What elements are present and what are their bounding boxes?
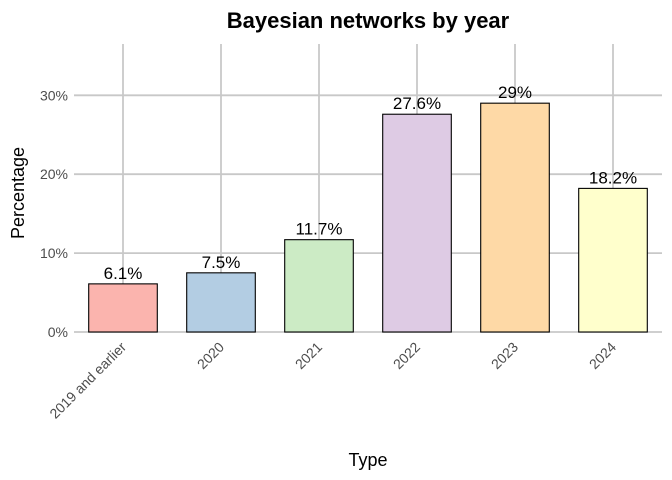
x-tick-label: 2020 [194,339,227,372]
x-tick-label: 2021 [292,339,325,372]
x-tick-label: 2019 and earlier [46,339,129,422]
bar-value-label: 29% [498,83,532,102]
y-axis-title: Percentage [8,147,28,239]
y-tick-label: 30% [40,87,68,103]
bar [88,283,158,333]
bar [284,239,354,333]
bar [480,102,550,333]
bar-value-label: 11.7% [296,220,343,239]
y-gridlines [74,94,662,333]
bar [578,187,648,333]
bars [88,102,648,333]
bar [382,113,452,333]
bar [186,272,256,333]
x-tick-label: 2023 [488,339,521,372]
bar-value-label: 6.1% [104,264,143,283]
bar-value-label: 18.2% [589,168,637,187]
bar-value-label: 27.6% [393,94,441,113]
chart-title: Bayesian networks by year [227,8,510,33]
x-tick-label: 2024 [586,339,619,372]
y-tick-label: 20% [40,166,68,182]
bar-value-labels: 6.1% 7.5% 11.7% 27.6% 29% 18.2% [104,83,637,283]
y-axis-ticks: 0% 10% 20% 30% [40,87,68,340]
x-tick-label: 2022 [390,339,423,372]
x-axis-ticks: 2019 and earlier 2020 2021 2022 2023 2024 [46,339,619,422]
y-tick-label: 0% [48,324,68,340]
x-axis-title: Type [348,450,387,470]
y-tick-label: 10% [40,245,68,261]
bar-value-label: 7.5% [202,253,241,272]
